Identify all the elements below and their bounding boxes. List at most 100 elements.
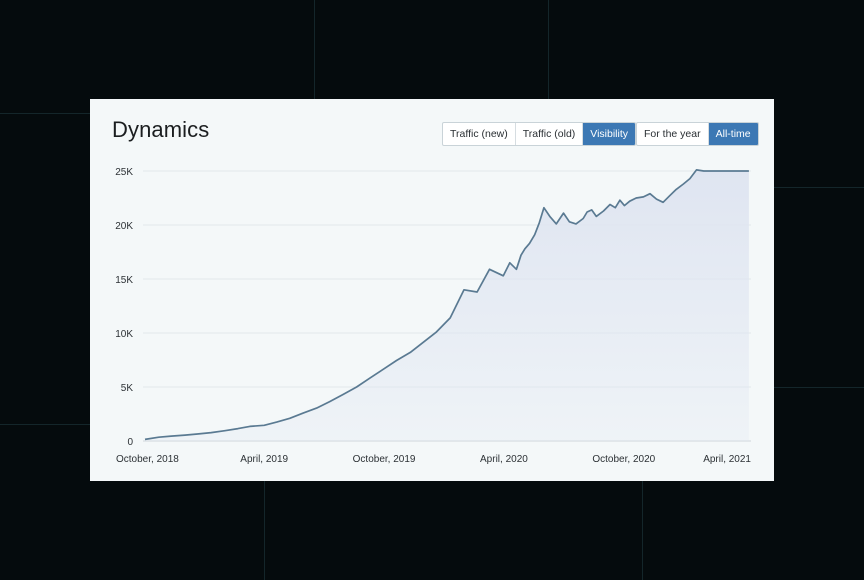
data-point — [624, 205, 626, 207]
data-point — [549, 216, 551, 218]
data-point — [555, 223, 557, 225]
data-point — [276, 421, 278, 423]
y-tick-label: 25K — [115, 167, 133, 178]
data-point — [396, 360, 398, 362]
data-point — [582, 218, 584, 220]
x-tick-label: October, 2020 — [592, 454, 655, 465]
data-point — [609, 204, 611, 206]
data-point — [586, 211, 588, 213]
background-line — [774, 387, 864, 388]
data-point — [741, 170, 743, 172]
y-tick-label: 10K — [115, 329, 133, 340]
data-point — [263, 424, 265, 426]
data-point — [476, 291, 478, 293]
range-toggle-group: For the year All-time — [636, 122, 759, 146]
data-point — [516, 268, 518, 270]
background-line — [264, 481, 265, 580]
data-point — [158, 436, 160, 438]
data-point — [569, 221, 571, 223]
visibility-tab[interactable]: Visibility — [583, 123, 636, 145]
data-point — [656, 198, 658, 200]
data-point — [669, 195, 671, 197]
data-point — [342, 394, 344, 396]
data-point — [237, 428, 239, 430]
background-line — [774, 187, 864, 188]
y-tick-label: 5K — [121, 383, 134, 394]
data-point — [543, 207, 545, 209]
data-point — [289, 417, 291, 419]
data-point — [709, 170, 711, 172]
x-tick-label: April, 2020 — [480, 454, 528, 465]
data-point — [538, 222, 540, 224]
data-point — [534, 234, 536, 236]
data-point — [489, 268, 491, 270]
data-point — [463, 289, 465, 291]
background-line — [0, 113, 90, 114]
data-point — [696, 169, 698, 171]
data-point — [728, 170, 730, 172]
all-time-tab[interactable]: All-time — [708, 123, 758, 145]
data-point — [170, 435, 172, 437]
y-tick-label: 15K — [115, 275, 133, 286]
data-point — [662, 201, 664, 203]
data-point — [649, 193, 651, 195]
data-point — [520, 254, 522, 256]
data-point — [563, 212, 565, 214]
visibility-area — [145, 169, 749, 441]
background-line — [548, 0, 549, 99]
data-point — [603, 210, 605, 212]
y-tick-label: 0 — [127, 437, 133, 448]
data-point — [409, 352, 411, 354]
y-tick-label: 20K — [115, 221, 133, 232]
data-point — [591, 209, 593, 211]
background-line — [0, 424, 90, 425]
data-point — [529, 243, 531, 245]
data-point — [703, 170, 705, 172]
dynamics-card: Dynamics Traffic (new) Traffic (old) Vis… — [90, 99, 774, 481]
data-point — [249, 426, 251, 428]
data-point — [509, 262, 511, 264]
data-point — [184, 434, 186, 436]
for-the-year-tab[interactable]: For the year — [637, 123, 709, 145]
traffic-new-tab[interactable]: Traffic (new) — [443, 123, 516, 145]
x-tick-label: October, 2019 — [353, 454, 416, 465]
metric-toggle-group: Traffic (new) Traffic (old) Visibility — [442, 122, 637, 146]
traffic-old-tab[interactable]: Traffic (old) — [516, 123, 584, 145]
data-point — [689, 178, 691, 180]
data-point — [524, 248, 526, 250]
background-line — [642, 481, 643, 580]
data-point — [614, 207, 616, 209]
data-point — [369, 377, 371, 379]
background-line — [314, 0, 315, 99]
visibility-line — [144, 169, 749, 441]
data-point — [144, 439, 146, 441]
data-point — [595, 216, 597, 218]
x-tick-label: October, 2018 — [116, 454, 179, 465]
data-point — [619, 199, 621, 201]
data-point — [436, 331, 438, 333]
data-point — [356, 386, 358, 388]
data-point — [197, 433, 199, 435]
x-tick-label: April, 2021 — [703, 454, 751, 465]
data-point — [210, 432, 212, 434]
data-point — [303, 412, 305, 414]
visibility-chart: 0 5K 10K 15K 20K 25K October, 2018 April, 2019 O… — [115, 167, 751, 465]
data-point — [449, 317, 451, 319]
data-point — [423, 341, 425, 343]
data-point — [643, 196, 645, 198]
data-point — [734, 170, 736, 172]
data-point — [502, 275, 504, 277]
x-tick-label: April, 2019 — [240, 454, 288, 465]
data-point — [748, 170, 750, 172]
data-point — [383, 368, 385, 370]
data-point — [716, 170, 718, 172]
data-point — [329, 401, 331, 403]
data-point — [575, 223, 577, 225]
data-point — [722, 170, 724, 172]
data-point — [316, 407, 318, 409]
data-point — [683, 183, 685, 185]
data-point — [675, 189, 677, 191]
data-point — [224, 430, 226, 432]
chart-title: Dynamics — [112, 117, 210, 142]
data-point — [635, 197, 637, 199]
